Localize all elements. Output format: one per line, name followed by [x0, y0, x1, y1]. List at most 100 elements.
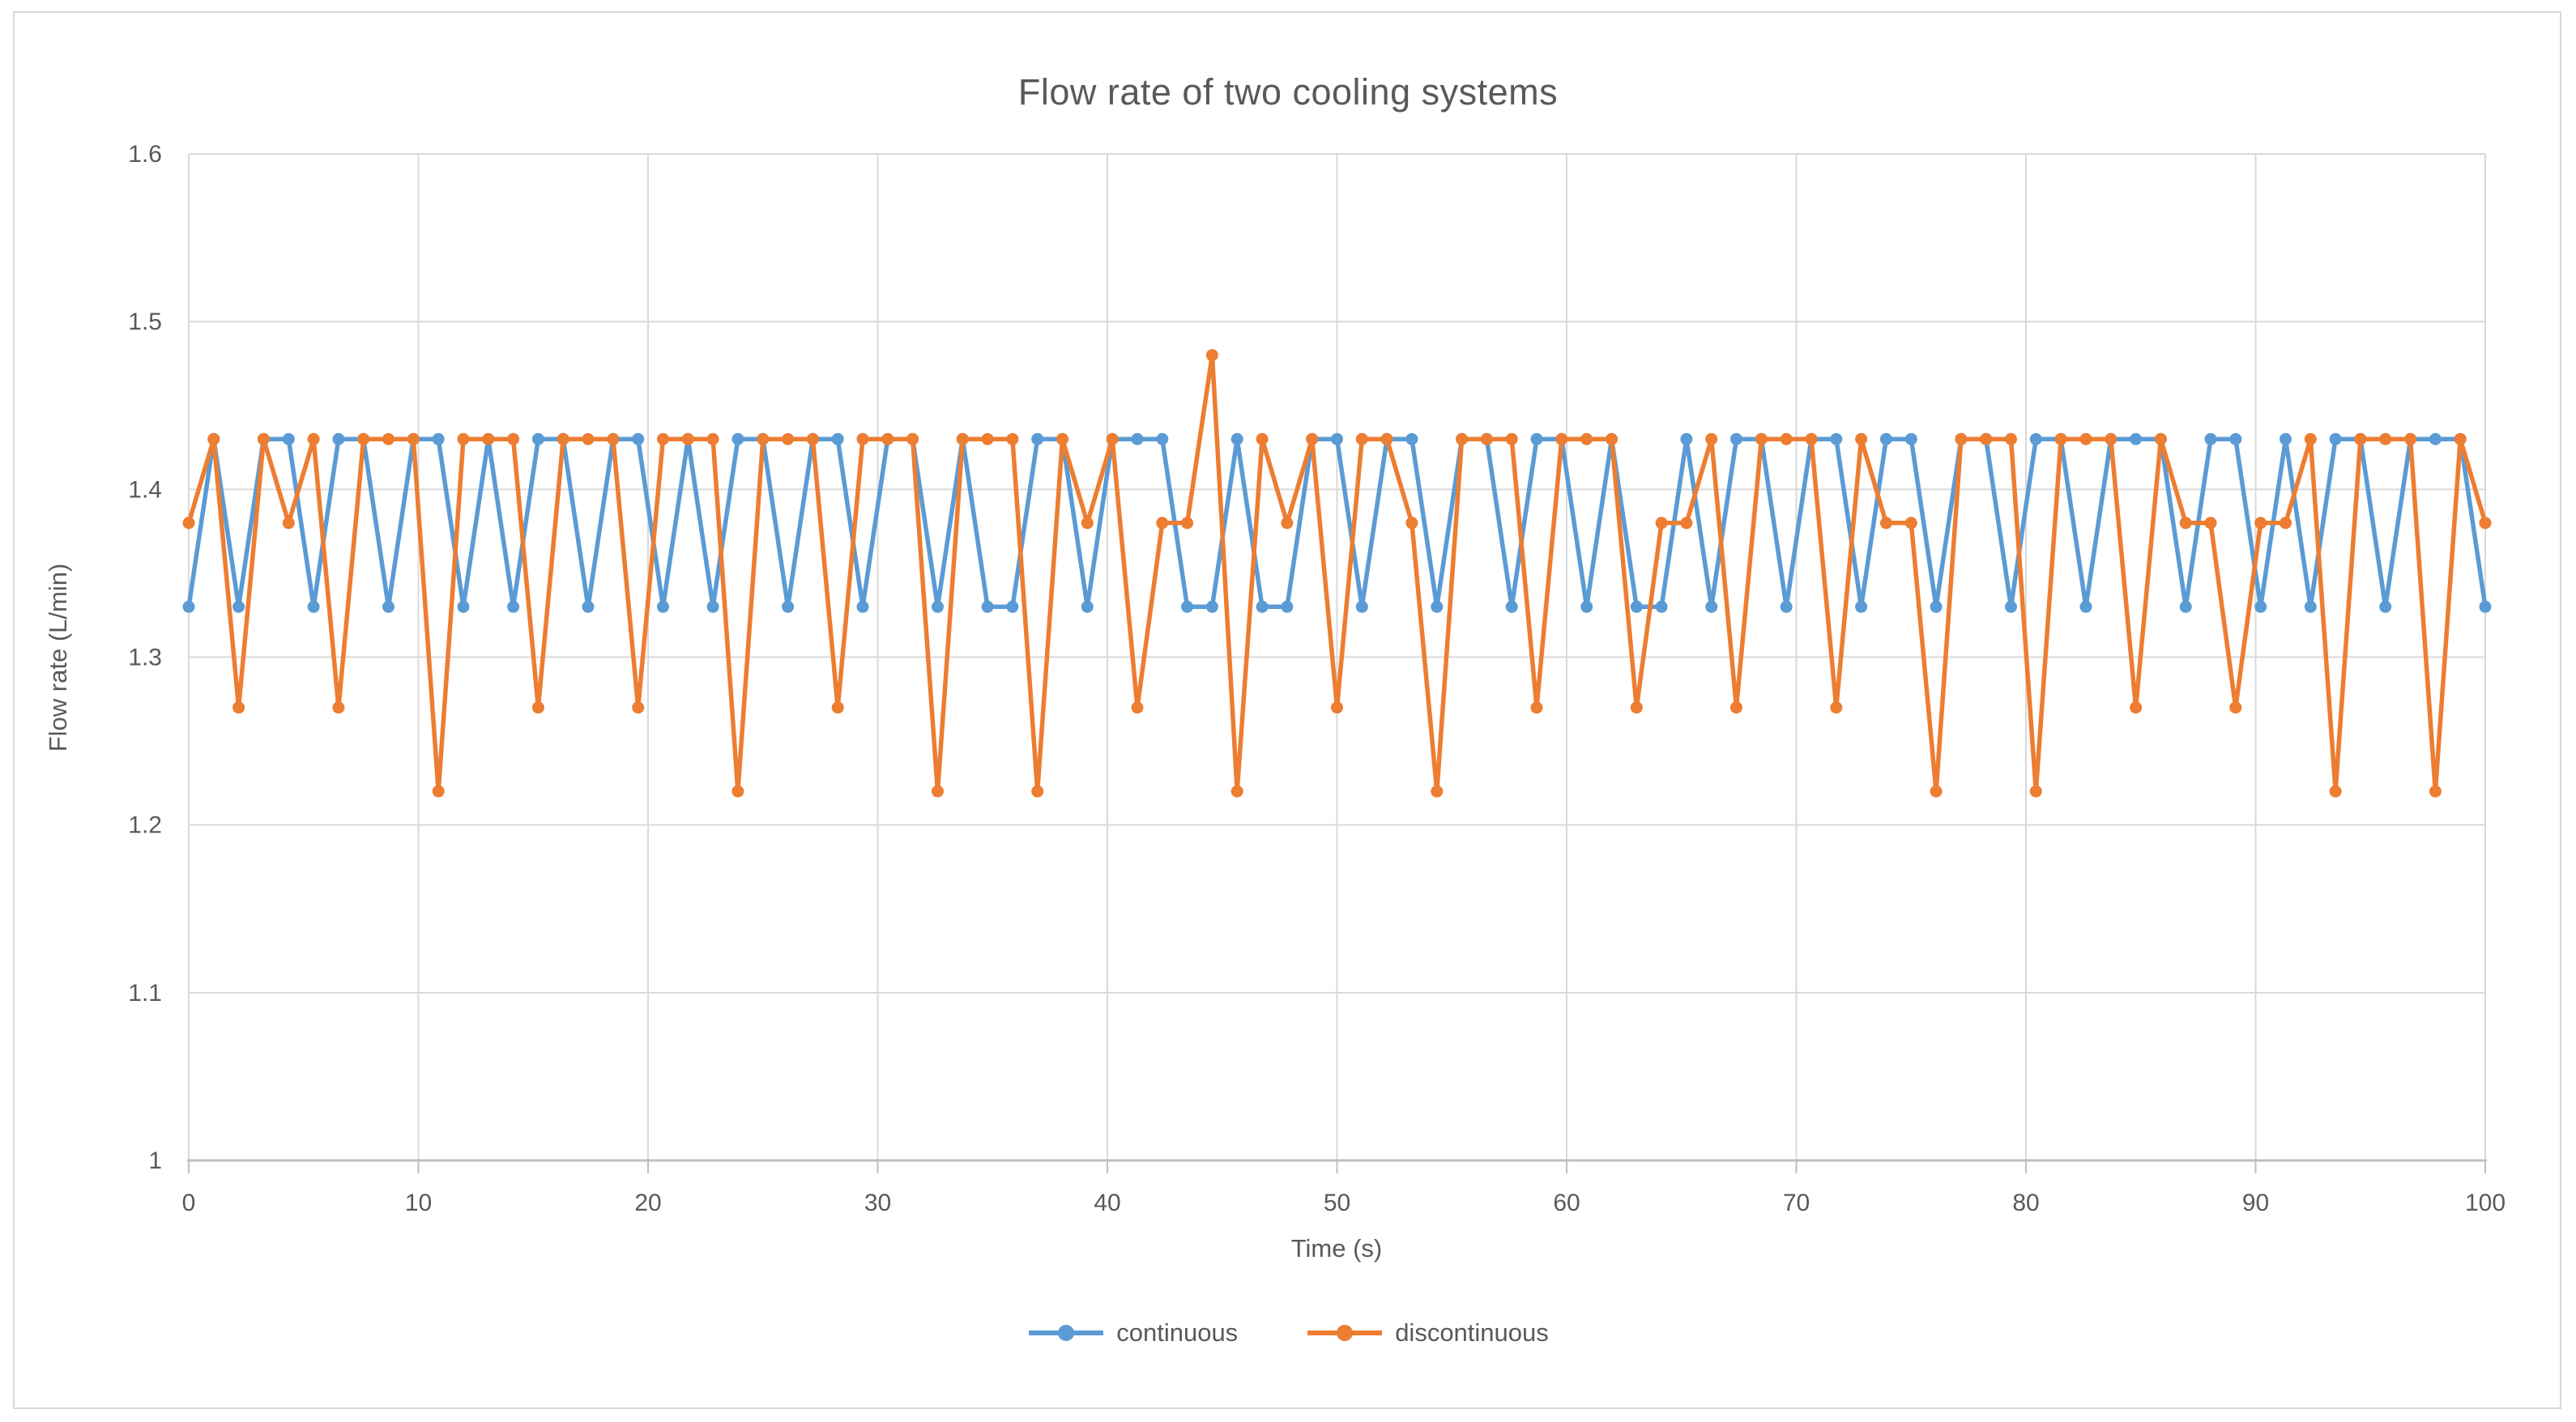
data-point-marker — [1980, 432, 1993, 445]
x-tick-label: 20 — [634, 1190, 661, 1216]
data-point-marker — [232, 701, 245, 714]
data-point-marker — [782, 600, 795, 613]
data-point-marker — [1930, 785, 1943, 798]
x-tick-label: 90 — [2242, 1190, 2269, 1216]
data-point-marker — [432, 432, 445, 445]
data-point-marker — [2079, 600, 2092, 613]
data-point-marker — [2204, 432, 2217, 445]
data-point-marker — [2304, 600, 2317, 613]
x-tick-label: 0 — [182, 1190, 196, 1216]
data-point-marker — [1955, 432, 1968, 445]
data-point-marker — [856, 600, 869, 613]
data-point-marker — [2005, 600, 2017, 613]
data-point-marker — [457, 600, 470, 613]
data-point-marker — [282, 517, 295, 530]
x-tick-label: 50 — [1324, 1190, 1350, 1216]
y-axis-title: Flow rate (L/min) — [44, 563, 72, 752]
data-point-marker — [1530, 432, 1543, 445]
data-point-marker — [2204, 517, 2217, 530]
data-point-marker — [657, 600, 669, 613]
data-point-marker — [1780, 432, 1793, 445]
data-point-marker — [1081, 517, 1094, 530]
x-axis-title: Time (s) — [1290, 1234, 1383, 1262]
data-point-marker — [1281, 600, 1294, 613]
data-point-marker — [731, 785, 744, 798]
data-point-marker — [2254, 600, 2267, 613]
data-point-marker — [2429, 432, 2442, 445]
data-point-marker — [1630, 600, 1643, 613]
data-point-marker — [1156, 432, 1169, 445]
data-point-marker — [582, 432, 595, 445]
legend-item-discontinuous[interactable]: discontinuous — [1306, 1318, 1549, 1347]
data-point-marker — [1006, 600, 1019, 613]
x-tick-label: 30 — [864, 1190, 891, 1216]
data-point-marker — [1106, 432, 1119, 445]
data-point-marker — [1630, 701, 1643, 714]
data-point-marker — [2479, 600, 2492, 613]
data-point-marker — [2454, 432, 2467, 445]
data-point-marker — [1355, 432, 1368, 445]
data-point-marker — [1355, 600, 1368, 613]
data-point-marker — [2154, 432, 2167, 445]
y-tick-label: 1.1 — [128, 980, 162, 1007]
data-point-marker — [2105, 432, 2118, 445]
data-point-marker — [1230, 785, 1243, 798]
data-point-marker — [1780, 600, 1793, 613]
data-point-marker — [1580, 600, 1593, 613]
data-point-marker — [282, 432, 295, 445]
data-point-marker — [1830, 432, 1843, 445]
x-axis — [187, 1159, 2487, 1173]
x-tick-label: 100 — [2465, 1190, 2506, 1216]
data-point-marker — [507, 432, 520, 445]
data-point-marker — [2379, 432, 2392, 445]
data-point-marker — [2379, 600, 2392, 613]
data-point-marker — [1306, 432, 1319, 445]
data-point-marker — [1830, 701, 1843, 714]
data-point-marker — [1730, 701, 1742, 714]
data-point-marker — [782, 432, 795, 445]
data-point-marker — [1380, 432, 1393, 445]
data-point-marker — [2254, 517, 2267, 530]
data-point-marker — [1555, 432, 1568, 445]
series-discontinuous[interactable] — [182, 349, 2492, 798]
data-point-marker — [382, 600, 395, 613]
data-point-marker — [956, 432, 969, 445]
y-tick-label: 1.6 — [128, 141, 162, 168]
series-markers-discontinuous — [182, 349, 2492, 798]
data-point-marker — [2280, 517, 2292, 530]
legend-label-continuous: continuous — [1116, 1318, 1239, 1347]
data-point-marker — [2229, 701, 2242, 714]
data-point-marker — [257, 432, 270, 445]
data-point-marker — [407, 432, 420, 445]
data-point-marker — [981, 432, 994, 445]
data-point-marker — [731, 432, 744, 445]
chart-title: Flow rate of two cooling systems — [1017, 71, 1559, 113]
legend-label-discontinuous: discontinuous — [1395, 1318, 1549, 1347]
data-point-marker — [1855, 432, 1868, 445]
legend: continuous discontinuous — [0, 1318, 2576, 1347]
x-tick-label: 80 — [2012, 1190, 2039, 1216]
data-point-marker — [1006, 432, 1019, 445]
data-point-marker — [1256, 432, 1269, 445]
data-point-marker — [856, 432, 869, 445]
data-point-marker — [1181, 600, 1194, 613]
data-point-marker — [557, 432, 569, 445]
data-point-marker — [607, 432, 620, 445]
legend-marker-continuous-icon — [1029, 1325, 1104, 1341]
data-point-marker — [1855, 600, 1868, 613]
x-tick-label: 70 — [1783, 1190, 1810, 1216]
data-point-marker — [1680, 432, 1693, 445]
data-point-marker — [1904, 432, 1917, 445]
data-point-marker — [1156, 517, 1169, 530]
data-point-marker — [2329, 785, 2342, 798]
data-point-marker — [1879, 432, 1892, 445]
data-point-marker — [531, 701, 544, 714]
data-point-marker — [706, 432, 719, 445]
data-point-marker — [1031, 785, 1044, 798]
data-point-marker — [1805, 432, 1818, 445]
data-point-marker — [1456, 432, 1469, 445]
legend-item-continuous[interactable]: continuous — [1027, 1318, 1238, 1347]
data-point-marker — [1930, 600, 1943, 613]
